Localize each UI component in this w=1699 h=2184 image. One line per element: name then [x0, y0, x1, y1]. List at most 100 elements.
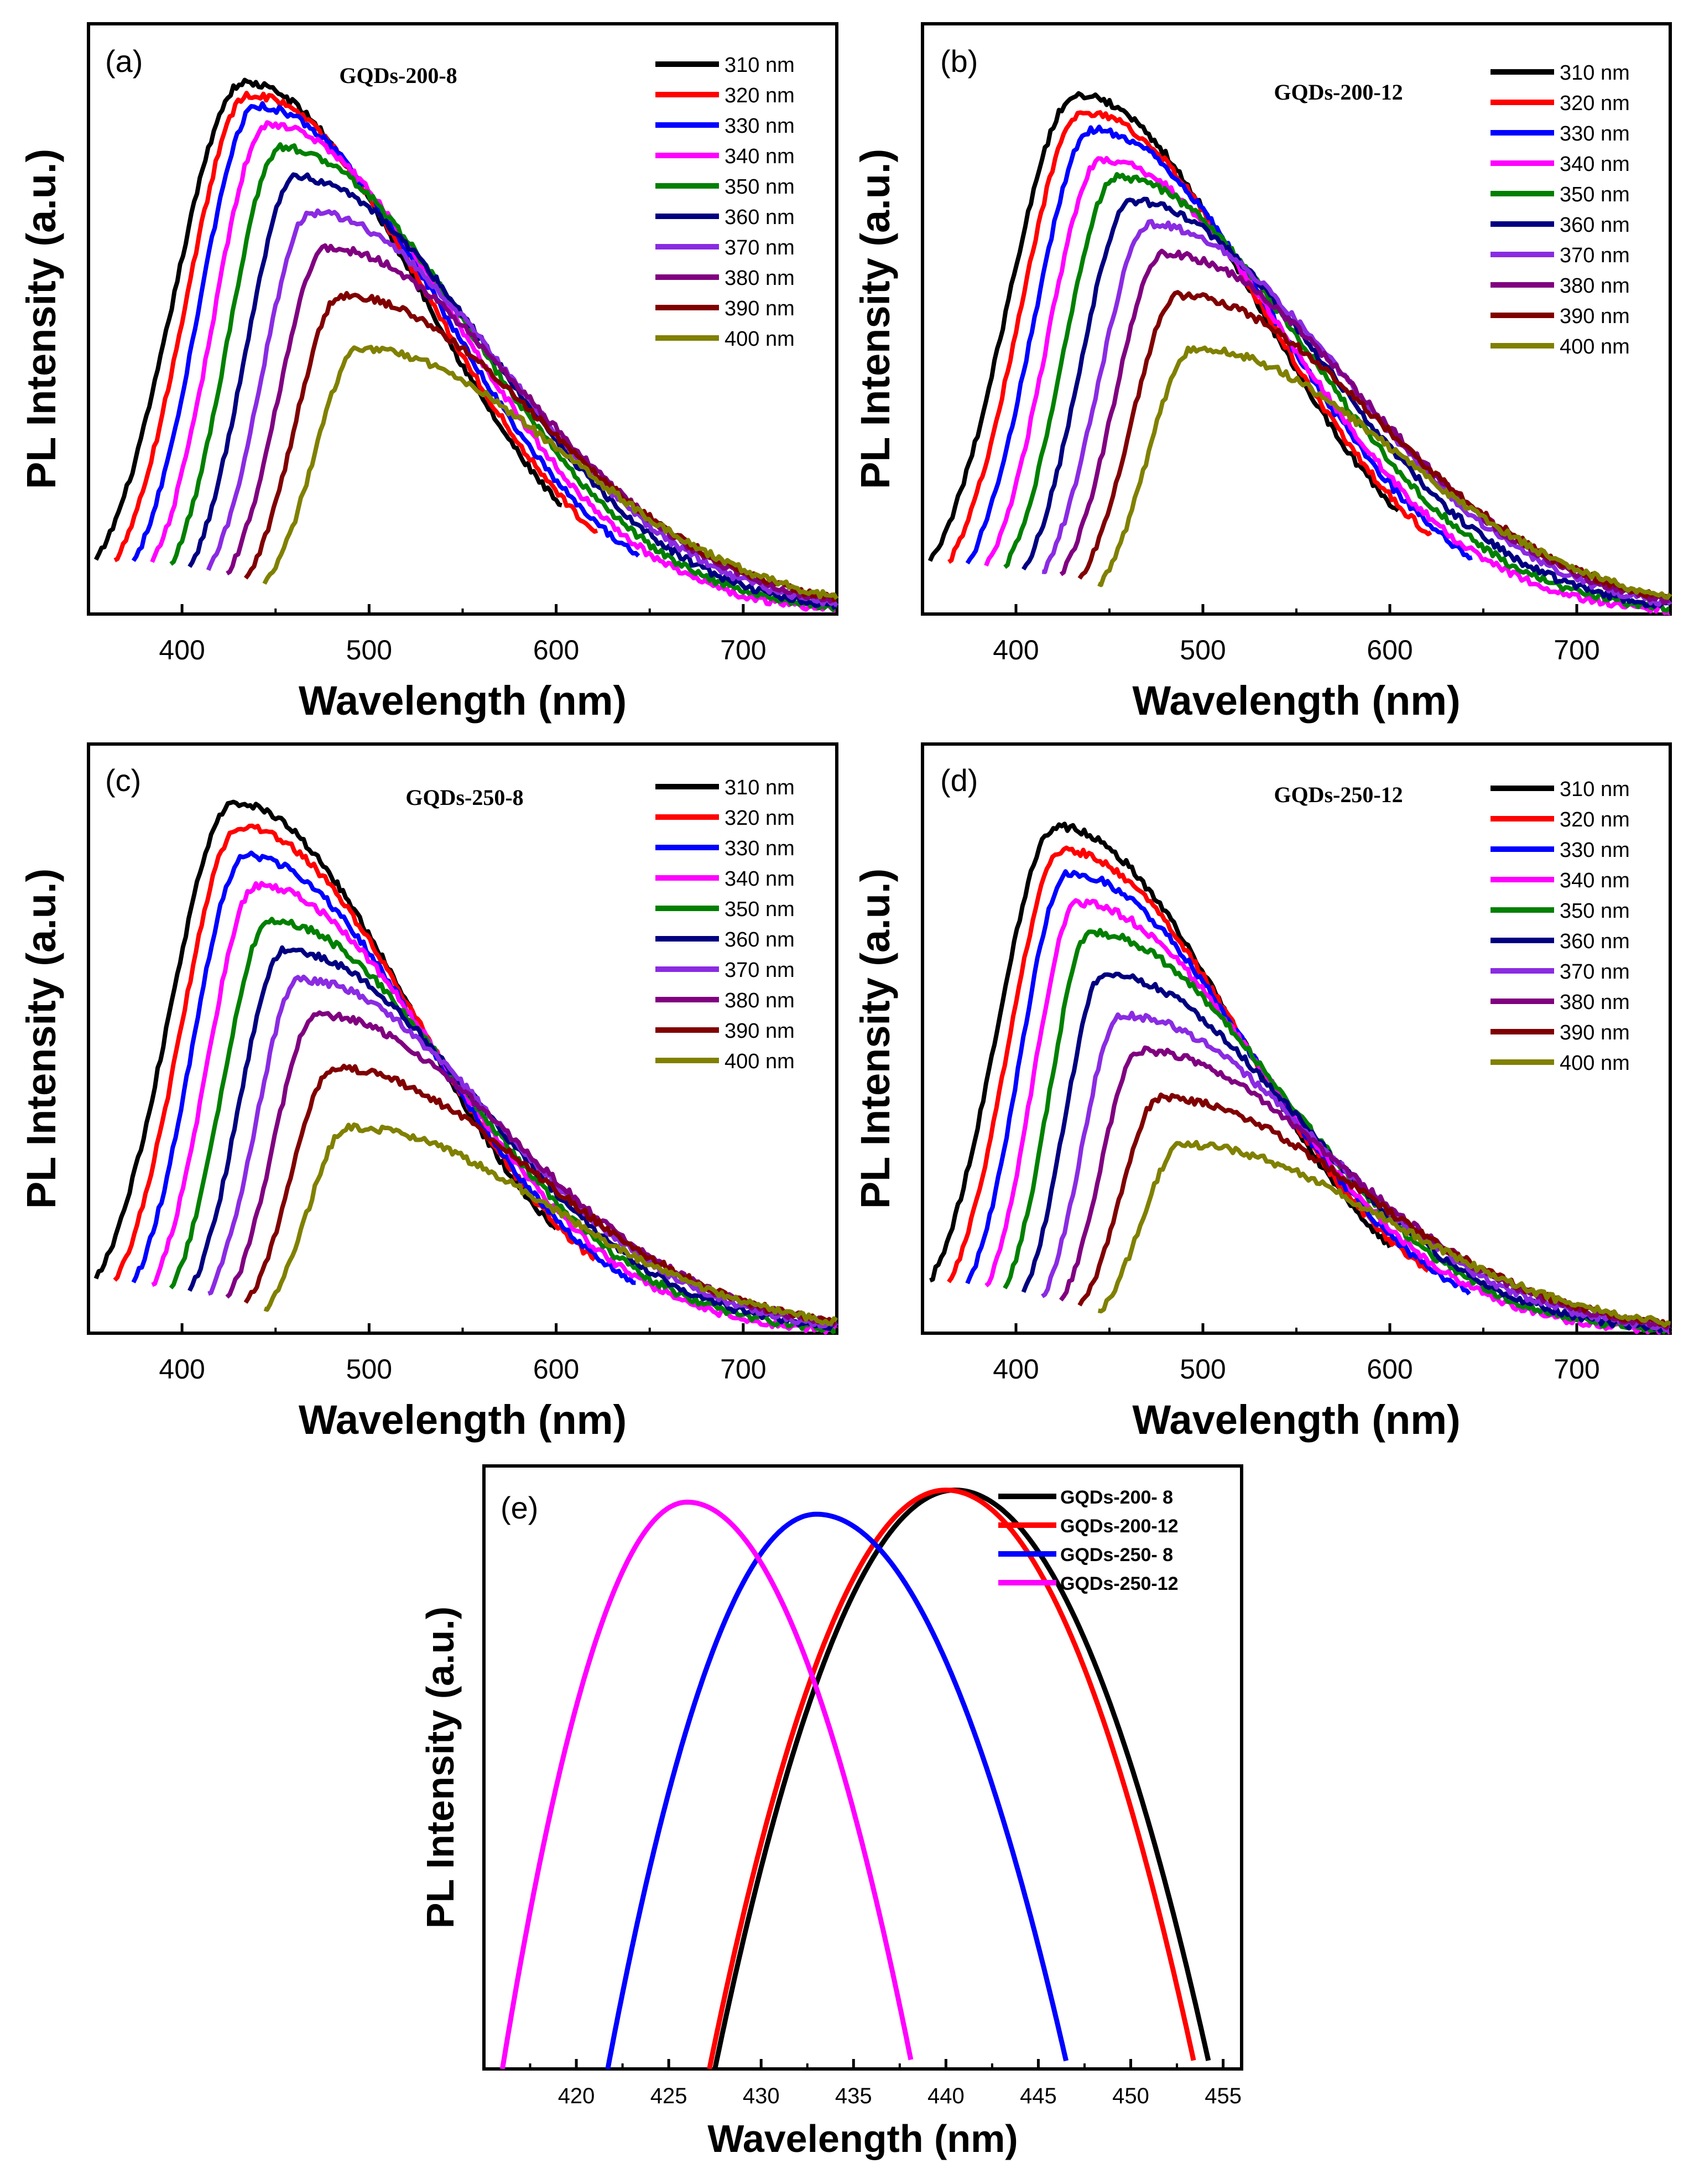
legend-label: 330 nm — [725, 837, 795, 860]
legend-label: 350 nm — [1560, 183, 1630, 206]
sample-label: GQDs-200-12 — [1274, 80, 1403, 105]
x-tick-label: 450 — [1112, 2084, 1149, 2108]
legend-label: 340 nm — [725, 145, 795, 168]
x-tick-label: 700 — [720, 1354, 766, 1385]
legend-label: 360 nm — [1560, 930, 1630, 953]
legend-label: 400 nm — [1560, 335, 1630, 358]
x-tick-label: 425 — [650, 2084, 687, 2108]
series-line-350 — [169, 142, 838, 612]
x-axis-label: Wavelength (nm) — [707, 2117, 1018, 2160]
legend-label: 380 nm — [1560, 991, 1630, 1014]
panel-e: 420 425 430 435 440 445 450 455 Wavelength (nm) P… — [419, 1464, 1243, 2160]
legend-label: 400 nm — [725, 327, 795, 351]
x-tick-label: 700 — [1554, 1354, 1599, 1385]
series-line-320 — [947, 845, 1430, 1283]
legend-label: 350 nm — [725, 898, 795, 921]
x-axis-label: Wavelength (nm) — [299, 678, 627, 724]
series-line-400 — [1097, 1140, 1671, 1328]
series-line-gqds-250-8 — [605, 1511, 1069, 2069]
series-line-350 — [1003, 172, 1671, 613]
legend-label: 390 nm — [1560, 305, 1630, 328]
series-line-400 — [263, 1122, 838, 1326]
legend-label: GQDs-200- 8 — [1060, 1487, 1173, 1508]
legend-label: 340 nm — [725, 867, 795, 891]
y-axis-label: PL Intensity (a.u.) — [18, 869, 64, 1209]
x-tick-label: 400 — [159, 1354, 205, 1385]
legend-label: 370 nm — [1560, 960, 1630, 984]
x-tick-label: 500 — [1180, 1354, 1226, 1385]
panel-label: (d) — [940, 763, 978, 798]
legend-label: 370 nm — [1560, 244, 1630, 267]
legend-label: 360 nm — [725, 928, 795, 951]
legend-label: 380 nm — [1560, 274, 1630, 298]
legend-label: 350 nm — [1560, 899, 1630, 923]
x-tick-label: 500 — [346, 1354, 392, 1385]
legend-label: 400 nm — [725, 1050, 795, 1073]
x-tick-label: 700 — [1554, 635, 1599, 665]
x-tick-label: 445 — [1020, 2084, 1057, 2108]
legend-label: 380 nm — [725, 989, 795, 1012]
legend-label: 330 nm — [1560, 122, 1630, 145]
sample-label: GQDs-250-8 — [405, 785, 523, 810]
legend-label: 370 nm — [725, 236, 795, 259]
panel-label: (e) — [501, 1490, 538, 1525]
legend-label: 320 nm — [725, 807, 795, 830]
x-tick-label: 700 — [720, 635, 766, 665]
x-tick-label: 600 — [533, 635, 579, 665]
legend-label: 310 nm — [725, 54, 795, 77]
series-line-400 — [1097, 345, 1672, 600]
legend-label: 380 nm — [725, 267, 795, 290]
y-axis-label: PL Intensity (a.u.) — [18, 149, 64, 489]
x-axis-label: Wavelength (nm) — [1132, 1397, 1460, 1443]
legend-label: 320 nm — [1560, 808, 1630, 831]
legend-label: GQDs-200-12 — [1060, 1516, 1179, 1537]
legend-label: 340 nm — [1560, 869, 1630, 892]
legend-label: 320 nm — [1560, 92, 1630, 115]
x-tick-label: 430 — [743, 2084, 780, 2108]
series-line-gqds-200-12 — [707, 1488, 1196, 2069]
x-tick-label: 400 — [993, 635, 1039, 665]
legend-label: 350 nm — [725, 175, 795, 199]
x-tick-label: 400 — [993, 1354, 1039, 1385]
legend-label: 310 nm — [725, 776, 795, 799]
x-tick-label: 400 — [159, 635, 205, 665]
series-line-400 — [262, 345, 839, 600]
panel-label: (a) — [105, 44, 143, 79]
legend-label: 360 nm — [725, 206, 795, 229]
y-axis-label: PL Intensity (a.u.) — [852, 149, 898, 489]
legend-label: 330 nm — [725, 115, 795, 138]
panel-c: 400 500 600 700 Wavelength (nm) PL Intensity … — [18, 742, 839, 1443]
series-line-320 — [947, 110, 1432, 564]
series-line-310 — [93, 799, 558, 1280]
series-line-320 — [113, 91, 598, 563]
panel-label: (b) — [940, 44, 978, 79]
legend-label: 370 nm — [725, 959, 795, 982]
legend-label: 310 nm — [1560, 61, 1630, 85]
x-tick-label: 600 — [533, 1354, 579, 1385]
x-tick-label: 455 — [1205, 2084, 1242, 2108]
legend-label: 320 nm — [725, 84, 795, 107]
y-axis-label: PL Intensity (a.u.) — [852, 869, 898, 1209]
series-line-360 — [187, 172, 837, 610]
legend-label: 310 nm — [1560, 778, 1630, 801]
x-tick-label: 420 — [558, 2084, 595, 2108]
series-line-390 — [243, 291, 837, 603]
x-tick-label: 500 — [346, 635, 392, 665]
x-tick-label: 435 — [835, 2084, 872, 2108]
series-line-320 — [113, 823, 596, 1282]
x-tick-label: 600 — [1367, 635, 1413, 665]
panel-label: (c) — [105, 763, 141, 798]
legend-label: 390 nm — [725, 297, 795, 320]
legend-label: GQDs-250- 8 — [1060, 1545, 1173, 1566]
legend-label: GQDs-250-12 — [1060, 1573, 1179, 1594]
panel-b: 400 500 600 700 Wavelength (nm) PL Intensity … — [852, 22, 1672, 724]
x-axis-label: Wavelength (nm) — [1132, 678, 1460, 724]
legend-label: 390 nm — [1560, 1021, 1630, 1044]
series-line-390 — [243, 1063, 836, 1326]
legend-label: 360 nm — [1560, 214, 1630, 237]
x-tick-label: 600 — [1367, 1354, 1413, 1385]
panel-d: 400 500 600 700 Wavelength (nm) PL Intensity … — [852, 742, 1672, 1443]
series-line-gqds-250-12 — [499, 1499, 914, 2069]
series-line-340 — [984, 156, 1671, 616]
